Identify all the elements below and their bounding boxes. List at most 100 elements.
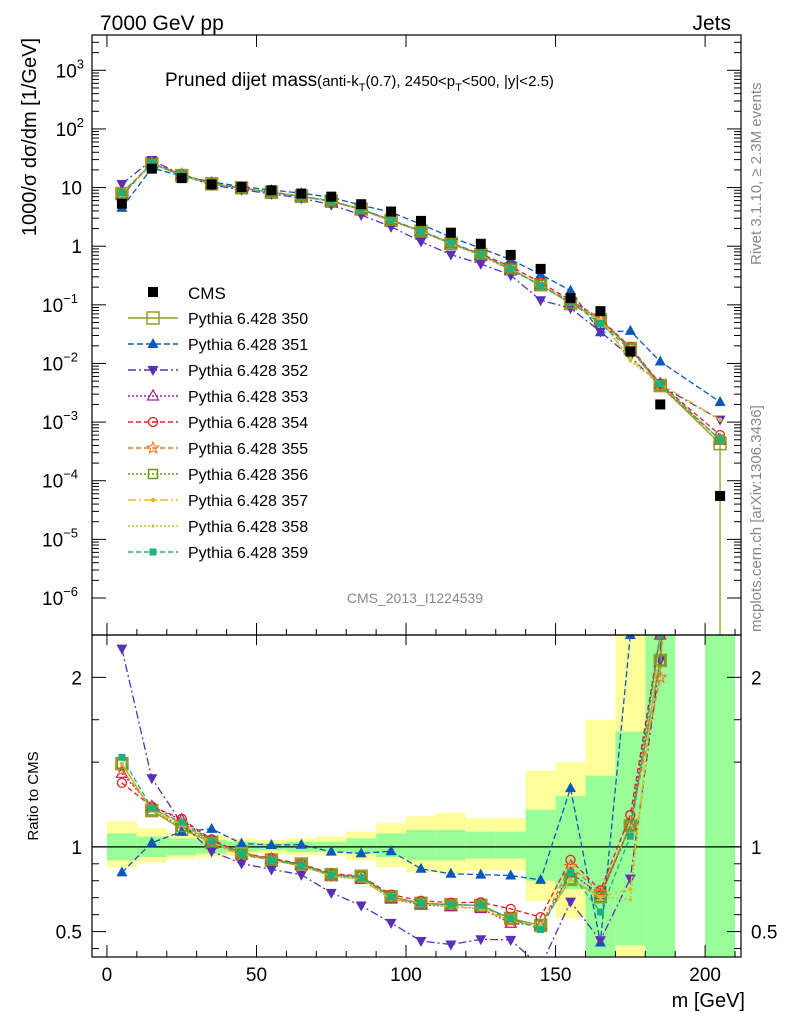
ratio-tick-label-right: 0.5 — [751, 923, 777, 944]
series-point — [116, 180, 128, 191]
ratio-point — [267, 856, 275, 864]
cms-data-point — [116, 198, 127, 209]
ratio-point — [355, 901, 367, 912]
ratio-point — [477, 901, 485, 909]
title-main: Pruned dijet mass — [165, 70, 317, 91]
cms-data-point — [445, 227, 456, 238]
legend: CMS Pythia 6.428 350 Pythia 6.428 351 Pythi… — [128, 284, 308, 562]
ratio-point — [385, 845, 397, 856]
series-line-main — [121, 167, 721, 403]
process-label: Jets — [692, 12, 731, 35]
legend-label: Pythia 6.428 359 — [188, 545, 308, 562]
series-point — [445, 250, 457, 261]
legend-label: Pythia 6.428 351 — [188, 337, 308, 354]
ratio-point — [116, 644, 128, 655]
ratio-point — [325, 845, 337, 856]
cms-data-point — [326, 191, 337, 202]
series-point — [535, 296, 547, 307]
series-line-ratio — [121, 635, 631, 943]
series-point — [594, 327, 606, 338]
ratio-point — [385, 918, 397, 929]
ratio-point — [415, 862, 427, 873]
y-tick-label: 103 — [56, 56, 84, 82]
title-detail: (anti-k — [317, 73, 359, 90]
ratio-point — [625, 820, 636, 831]
series-point — [417, 227, 425, 235]
ratio-point — [116, 777, 128, 789]
series-point — [148, 159, 156, 167]
ratio-point — [385, 891, 397, 903]
analysis-label: CMS_2013_I1224539 — [347, 590, 483, 606]
cms-data-point — [595, 306, 606, 317]
ratio-point — [569, 877, 573, 881]
ratio-point — [357, 874, 365, 882]
band-green — [465, 831, 496, 859]
cms-data-point — [535, 263, 546, 274]
legend-label: Pythia 6.428 352 — [188, 363, 308, 380]
ratio-point — [505, 869, 517, 880]
ratio-point — [565, 854, 576, 866]
series-point — [475, 259, 487, 270]
cms-data-point — [715, 490, 726, 501]
ratio-point — [236, 859, 248, 870]
ratio-point — [655, 95, 666, 105]
legend-label: Pythia 6.428 355 — [188, 441, 308, 458]
ratio-point — [266, 854, 277, 866]
ratio-point — [598, 895, 602, 899]
x-tick-label: 0 — [102, 965, 113, 986]
cms-data-point — [625, 346, 636, 357]
y-tick-label: 102 — [56, 115, 84, 141]
legend-label: Pythia 6.428 356 — [188, 467, 308, 484]
ratio-point — [297, 861, 305, 869]
ratio-point — [146, 774, 158, 785]
band-green — [435, 829, 466, 861]
ratio-point — [295, 870, 307, 881]
ratio-point — [325, 888, 337, 899]
band-green — [495, 831, 526, 859]
ratio-point — [208, 837, 216, 845]
ratio-point — [295, 838, 307, 849]
ratio-point — [507, 914, 515, 922]
ratio-point — [415, 936, 427, 947]
band-green — [525, 809, 556, 881]
ratio-tick-label: 0.5 — [56, 923, 82, 944]
ratio-point — [445, 940, 457, 951]
series-point — [477, 251, 485, 259]
cms-data-point — [206, 179, 217, 190]
ratio-point — [594, 936, 606, 947]
legend-marker — [147, 468, 159, 480]
legend-cms-label: CMS — [188, 284, 226, 303]
energy-label: 7000 GeV pp — [100, 12, 224, 35]
series-line-ratio — [121, 635, 661, 927]
legend-label: Pythia 6.428 354 — [188, 415, 308, 432]
series-point — [447, 239, 455, 247]
series-point — [357, 205, 365, 213]
ratio-point — [265, 838, 277, 849]
title-sub-pt: T — [455, 82, 462, 94]
band-green — [645, 635, 676, 957]
ratio-point — [327, 871, 335, 879]
series-point — [717, 417, 723, 422]
uncertainty-bands — [92, 635, 741, 957]
series-point — [628, 356, 633, 362]
series-point — [565, 284, 577, 295]
ratio-point — [236, 837, 248, 848]
legend-marker — [146, 388, 160, 401]
y-axis-label: 1000/σ dσ/dm [1/GeV] — [19, 38, 41, 236]
cms-data-point — [565, 293, 576, 304]
x-tick-label: 200 — [689, 965, 721, 986]
ratio-point — [387, 893, 395, 901]
legend-marker — [150, 497, 156, 503]
series-point — [654, 355, 666, 366]
ratio-tick-label-right: 2 — [751, 668, 762, 689]
cms-data-point — [475, 238, 486, 249]
ratio-point — [355, 847, 367, 858]
cms-data-point — [266, 185, 277, 196]
ratio-point — [563, 858, 578, 873]
series-point — [445, 238, 457, 249]
legend-marker — [151, 524, 155, 528]
legend-label: Pythia 6.428 353 — [188, 389, 308, 406]
legend-marker — [147, 338, 159, 348]
ratio-point — [176, 825, 188, 836]
cms-data-point — [296, 188, 307, 199]
